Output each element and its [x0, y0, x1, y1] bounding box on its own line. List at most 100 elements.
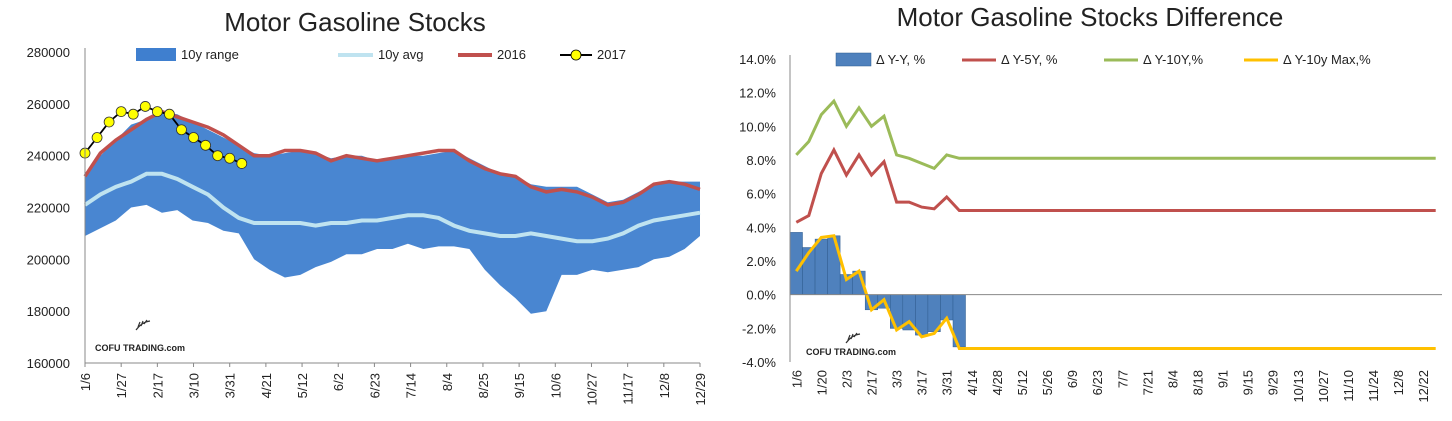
plot-area: 160000 180000 200000 220000 240000 260000 2800…: [27, 45, 708, 406]
logo-text: COFU TRADING.com: [806, 347, 896, 357]
series-2016-line: [83, 109, 701, 207]
point-2017-12: [224, 152, 236, 164]
y-tick-label: 2.0%: [746, 254, 776, 269]
x-tick-label: 5/26: [1040, 370, 1055, 395]
logo-text: COFU TRADING.com: [95, 343, 185, 353]
x-tick-label: 10/27: [584, 373, 599, 406]
x-tick-label: 4/21: [259, 373, 274, 398]
point-2017-2: [103, 116, 115, 128]
legend-label-2016: 2016: [497, 47, 526, 62]
point-2017-11: [212, 150, 224, 162]
y-tick-label: -2.0%: [742, 321, 776, 336]
series-y-10y-line: [795, 98, 1436, 171]
x-tick-label: 2/17: [150, 373, 165, 398]
x-tick-label: 10/13: [1291, 370, 1306, 403]
chart-title: Motor Gasoline Stocks Difference: [897, 2, 1284, 32]
x-tick-label: 4/28: [990, 370, 1005, 395]
x-tick-label: 5/12: [1015, 370, 1030, 395]
point-2017-4: [127, 108, 139, 120]
point-2017-3: [115, 106, 127, 118]
x-tick-label: 6/2: [331, 373, 346, 391]
point-2017-6: [151, 106, 163, 118]
x-tick-label: 1/27: [114, 373, 129, 398]
series-10y-avg-line: [83, 171, 701, 244]
legend-swatch-2017-marker: [570, 49, 582, 61]
point-2017-13: [236, 158, 248, 169]
x-tick-label: 2/3: [839, 370, 854, 388]
y-tick-label: 12.0%: [739, 86, 776, 101]
bar-yy-10: [915, 294, 929, 336]
bar-yy-2: [814, 238, 828, 295]
x-tick-label: 8/4: [1165, 370, 1180, 388]
x-tick-label: 10/27: [1316, 370, 1331, 403]
x-tick-label: 11/24: [1366, 370, 1381, 402]
y-tick-label: 14.0%: [739, 52, 776, 67]
x-tick-label: 1/6: [78, 373, 93, 391]
y-tick-label: 220000: [27, 201, 70, 216]
legend-label-y10: Δ Y-10Y,%: [1143, 52, 1203, 67]
difference-chart: Motor Gasoline Stocks Difference -4.0% -2…: [739, 2, 1442, 403]
x-tick-label: 3/10: [187, 373, 202, 398]
y-tick-label: 4.0%: [746, 220, 776, 235]
point-2017-7: [164, 108, 175, 120]
legend-label-ymax: Δ Y-10y Max,%: [1283, 52, 1371, 67]
legend-label-range: 10y range: [181, 47, 239, 62]
x-tick-label: 1/6: [789, 370, 804, 388]
legend-swatch-yy: [835, 52, 872, 67]
y-tick-label: 160000: [27, 356, 70, 371]
x-tick-label: 3/31: [223, 373, 238, 398]
x-tick-label: 3/31: [940, 370, 955, 395]
x-tick-label: 12/8: [1391, 370, 1406, 395]
plot-area: -4.0% -2.0% 0.0% 2.0% 4.0% 6.0% 8.0% 10.0% 12.0%…: [739, 52, 1442, 403]
x-tick-label: 9/15: [512, 373, 527, 398]
x-tick-label: 9/29: [1266, 370, 1281, 395]
y-tick-label: -4.0%: [742, 355, 776, 370]
x-tick-label: 5/12: [295, 373, 310, 398]
x-tick-label: 6/23: [1090, 370, 1105, 395]
x-tick-label: 9/15: [1241, 370, 1256, 395]
x-tick-label: 11/17: [621, 373, 636, 405]
x-tick-label: 7/7: [1115, 370, 1130, 388]
point-2017-1: [91, 132, 103, 143]
y-tick-label: 10.0%: [739, 119, 776, 134]
x-tick-label: 12/8: [657, 373, 672, 398]
legend-label-2017: 2017: [597, 47, 626, 62]
x-tick-label: 6/23: [367, 373, 382, 398]
series-y-10y-max-line: [795, 234, 1436, 350]
cofu-logo: COFU TRADING.com: [806, 332, 896, 357]
point-2017-9: [188, 132, 199, 143]
y-tick-label: 240000: [27, 149, 70, 164]
x-tick-label: 6/9: [1065, 370, 1080, 388]
logo-icon: [135, 319, 151, 331]
legend: 10y range 10y avg 2016 2017: [136, 47, 626, 62]
legend-label-avg: 10y avg: [378, 47, 424, 62]
x-tick-label: 10/6: [548, 373, 563, 398]
logo-icon: [845, 332, 861, 344]
legend-swatch-range: [136, 48, 176, 61]
x-tick-label: 3/17: [915, 370, 930, 395]
x-tick-label: 7/21: [1140, 370, 1155, 395]
legend-label-y5: Δ Y-5Y, %: [1001, 52, 1058, 67]
x-tick-label: 8/18: [1191, 370, 1206, 395]
x-tick-label: 7/14: [404, 373, 419, 398]
y-tick-label: 8.0%: [746, 153, 776, 168]
series-10y-range-band: [85, 111, 700, 314]
y-tick-label: 0.0%: [746, 288, 776, 303]
x-tick-label: 9/1: [1216, 370, 1231, 388]
x-tick-label: 3/3: [890, 370, 905, 388]
x-tick-label: 1/20: [814, 370, 829, 395]
series-y-5y-line: [795, 146, 1436, 224]
x-tick-label: 11/10: [1341, 370, 1356, 402]
y-tick-label: 280000: [27, 45, 70, 60]
point-2017-8: [176, 124, 187, 136]
x-tick-label: 8/4: [440, 373, 455, 391]
point-2017-10: [200, 139, 211, 151]
y-tick-label: 180000: [27, 304, 70, 319]
chart-title: Motor Gasoline Stocks: [224, 7, 486, 37]
x-tick-label: 2/17: [865, 370, 880, 395]
y-tick-label: 6.0%: [746, 187, 776, 202]
bar-yy-8: [890, 294, 904, 329]
legend-label-yy: Δ Y-Y, %: [876, 52, 926, 67]
y-tick-label: 200000: [27, 252, 70, 267]
bar-yy-3: [827, 235, 841, 295]
